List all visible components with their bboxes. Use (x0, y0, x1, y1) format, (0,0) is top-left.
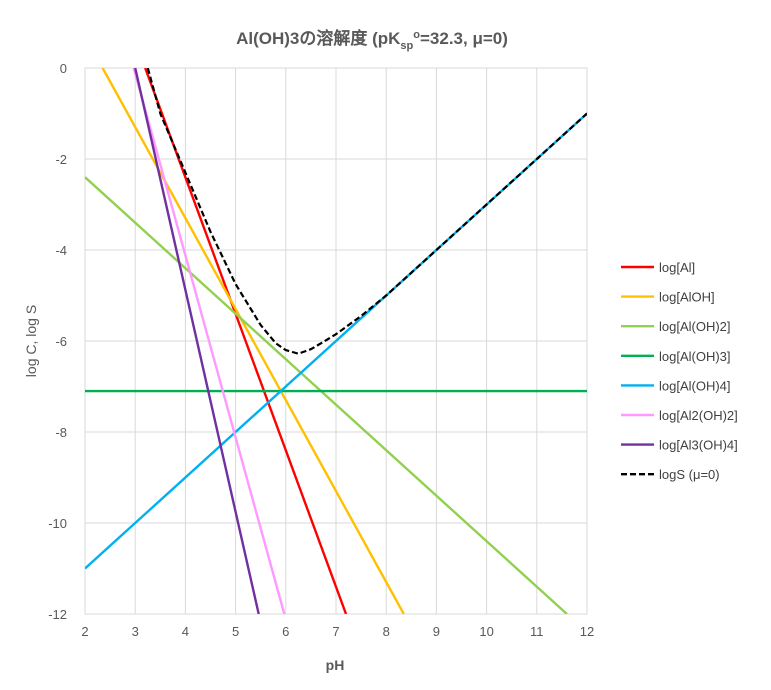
y-tick-label: -6 (55, 334, 67, 349)
legend-label: log[Al] (659, 260, 695, 275)
x-tick-label: 11 (530, 624, 544, 639)
legend-label: log[Al(OH)4] (659, 378, 731, 393)
legend-label: log[Al2(OH)2] (659, 408, 738, 423)
y-tick-label: -2 (55, 152, 67, 167)
y-tick-label: 0 (60, 61, 67, 76)
plot-area (84, 67, 588, 615)
x-tick-label: 9 (433, 624, 440, 639)
series-line-6 (132, 68, 286, 614)
x-tick-label: 12 (580, 624, 594, 639)
legend-label: log[Al(OH)2] (659, 319, 731, 334)
title-text: Al(OH)3の溶解度 (pK (236, 28, 401, 48)
x-axis-title: pH (326, 657, 345, 673)
x-tick-label: 2 (81, 624, 88, 639)
y-tick-label: -8 (55, 425, 67, 440)
x-tick-label: 7 (332, 624, 339, 639)
title-superscript: o (413, 29, 420, 41)
series-line-3 (85, 176, 568, 614)
legend-label: log[AlOH] (659, 290, 715, 305)
y-tick-label: -12 (48, 607, 67, 622)
legend-label: log[Al(OH)3] (659, 349, 731, 364)
y-tick-label: -4 (55, 243, 67, 258)
series-lines (85, 68, 587, 614)
x-tick-label: 6 (282, 624, 289, 639)
x-tick-label: 3 (132, 624, 139, 639)
title-text-end: =32.3, μ=0) (420, 29, 508, 48)
series-line-7 (134, 68, 260, 614)
x-tick-label: 5 (232, 624, 239, 639)
y-axis-title: log C, log S (23, 305, 39, 377)
x-tick-label: 4 (182, 624, 189, 639)
y-tick-label: -10 (48, 516, 67, 531)
chart-title: Al(OH)3の溶解度 (pKspo=32.3, μ=0) (236, 28, 508, 52)
legend: log[Al] log[AlOH] log[Al(OH)2] log[Al(OH)3]… (621, 260, 738, 482)
series-line-8 (146, 68, 587, 355)
x-tick-label: 10 (479, 624, 493, 639)
title-subscript: sp (400, 40, 413, 52)
tick-labels: 2 3 4 5 6 7 8 9 10 11 12 0 -2 -4 -6 -8 -10 -12 (48, 61, 594, 639)
series-line-2 (101, 68, 405, 614)
legend-label: logS (μ=0) (659, 467, 720, 482)
x-tick-label: 8 (383, 624, 390, 639)
series-line-1 (144, 68, 348, 614)
legend-label: log[Al3(OH)4] (659, 438, 738, 453)
